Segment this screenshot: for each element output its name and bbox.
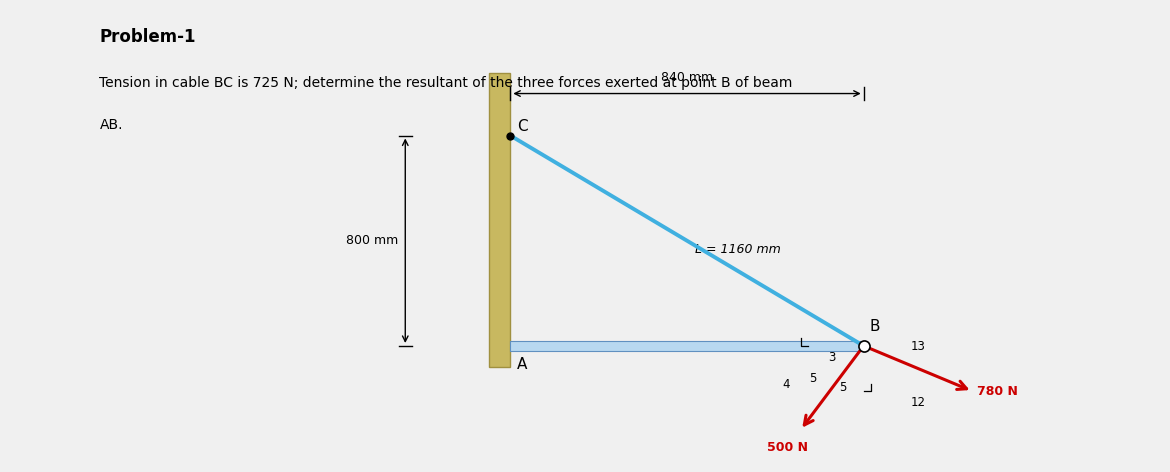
Text: A: A <box>517 357 526 372</box>
Text: 840 mm: 840 mm <box>661 71 713 84</box>
Text: Tension in cable BC is 725 N; determine the resultant of the three forces exerte: Tension in cable BC is 725 N; determine … <box>99 76 793 90</box>
Text: 5: 5 <box>810 371 817 385</box>
Text: 800 mm: 800 mm <box>345 234 398 247</box>
Bar <box>489 73 510 367</box>
Text: 5: 5 <box>839 381 846 394</box>
Text: L = 1160 mm: L = 1160 mm <box>695 244 780 256</box>
Text: 500 N: 500 N <box>768 441 808 454</box>
Text: 780 N: 780 N <box>977 385 1018 398</box>
Text: 13: 13 <box>910 339 925 353</box>
Text: AB.: AB. <box>99 118 123 132</box>
Text: 3: 3 <box>828 351 835 363</box>
Text: C: C <box>517 119 528 135</box>
Text: Problem-1: Problem-1 <box>99 28 195 46</box>
Text: 4: 4 <box>782 378 790 391</box>
Bar <box>510 341 863 351</box>
Text: 12: 12 <box>910 396 925 409</box>
Text: B: B <box>870 319 881 334</box>
